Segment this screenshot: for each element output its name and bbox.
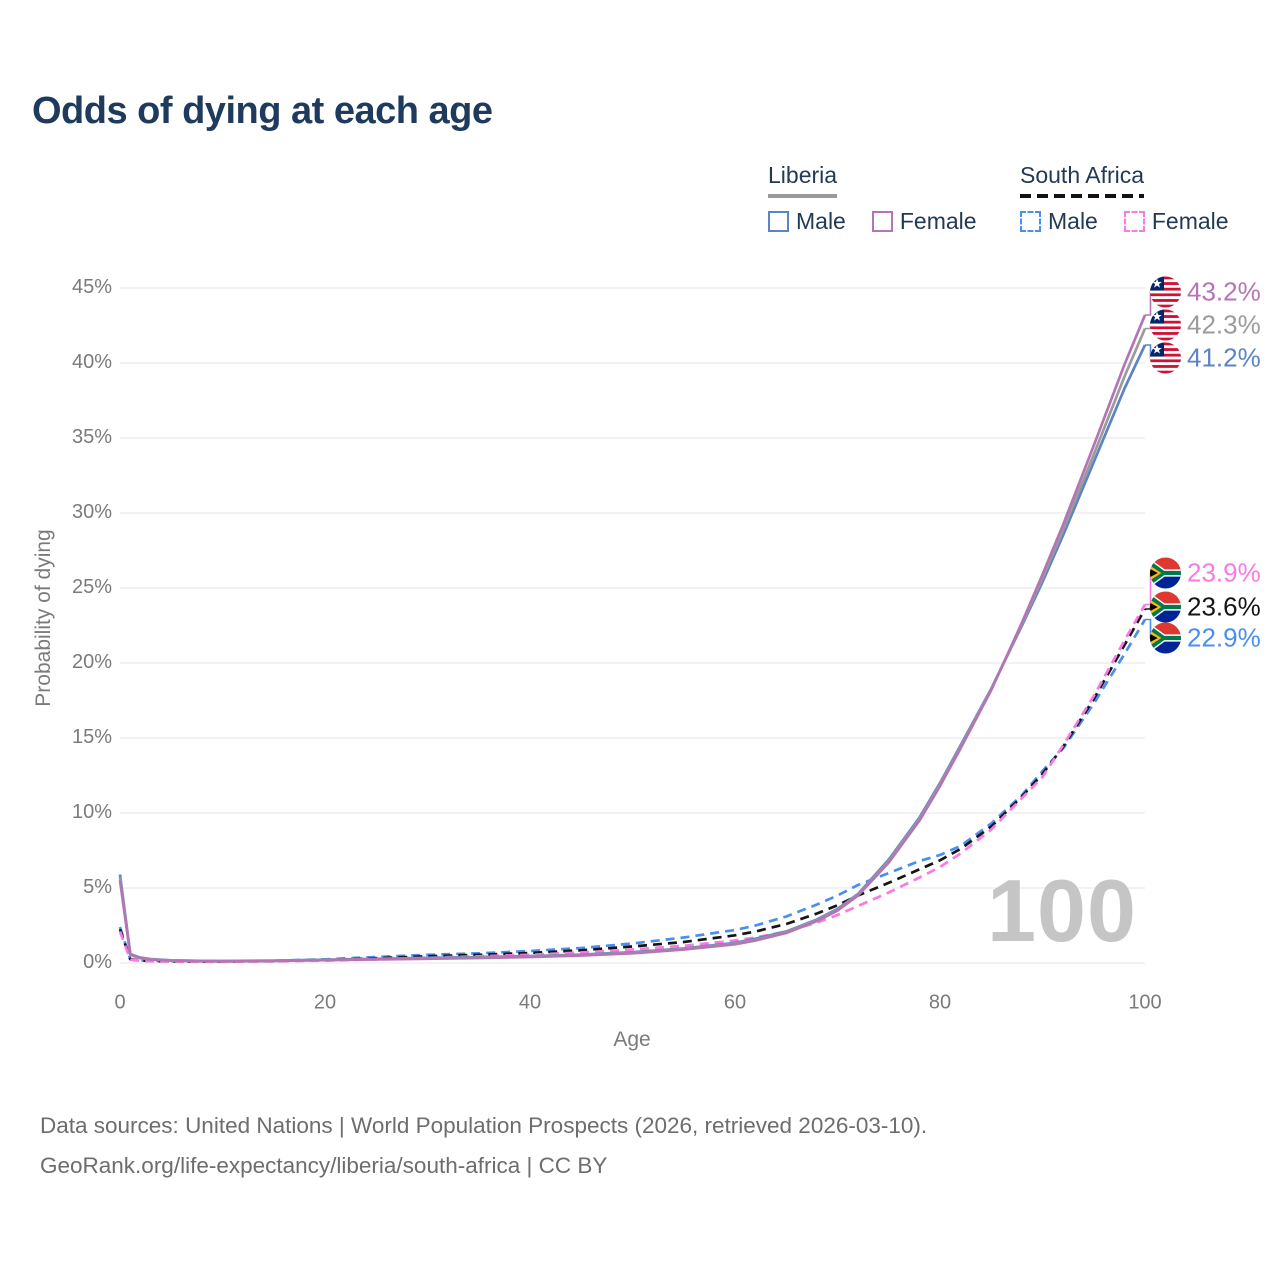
south-africa-dashed-line-swatch xyxy=(1020,194,1145,198)
x-tick-label: 100 xyxy=(1128,991,1162,1014)
x-tick-label: 40 xyxy=(518,991,542,1014)
legend-country-south-africa: South Africa xyxy=(1020,162,1145,198)
watermark-age-100: 100 xyxy=(987,861,1137,960)
y-tick-label: 25% xyxy=(71,576,112,599)
end-label-liberia-male: 41.2% xyxy=(1150,342,1261,374)
end-value: 42.3% xyxy=(1187,309,1261,340)
x-tick-label: 0 xyxy=(114,991,126,1014)
liberia-flag-icon xyxy=(1150,342,1181,374)
x-axis-title: Age xyxy=(613,1028,651,1051)
page-title: Odds of dying at each age xyxy=(32,90,493,132)
series-line-liberia-female xyxy=(118,314,1147,963)
legend-country-label: South Africa xyxy=(1020,162,1145,188)
y-tick-label: 10% xyxy=(71,801,112,824)
y-tick-label: 20% xyxy=(71,651,112,674)
legend-label: Female xyxy=(899,208,977,234)
liberia-male-swatch xyxy=(768,211,789,232)
y-tick-label: 0% xyxy=(83,951,112,974)
x-tick-label: 20 xyxy=(313,991,337,1014)
legend-country-liberia: Liberia xyxy=(768,162,838,198)
liberia-female-swatch xyxy=(871,211,893,232)
legend-country-label: Liberia xyxy=(768,162,838,188)
liberia-flag-icon xyxy=(1150,276,1181,308)
south-africa-flag-icon xyxy=(1150,557,1181,589)
liberia-flag-icon xyxy=(1150,309,1181,341)
legend-item-liberia-male[interactable]: Male xyxy=(768,208,846,235)
end-label-south-africa-female: 23.9% xyxy=(1150,557,1261,589)
x-tick-label: 60 xyxy=(723,991,747,1014)
footer-line-2: GeoRank.org/life-expectancy/liberia/sout… xyxy=(40,1153,608,1178)
end-value: 41.2% xyxy=(1187,342,1261,373)
legend-group-south-africa: South Africa Male Female xyxy=(1020,162,1229,235)
liberia-solid-line-swatch xyxy=(768,194,838,198)
y-tick-label: 45% xyxy=(71,276,112,299)
legend-label: Male xyxy=(796,208,846,234)
south-africa-female-swatch xyxy=(1123,211,1145,232)
end-value: 43.2% xyxy=(1187,276,1261,307)
south-africa-flag-icon xyxy=(1150,622,1181,654)
end-value: 23.9% xyxy=(1187,557,1261,588)
legend-label: Female xyxy=(1151,208,1229,234)
legend-item-liberia-female[interactable]: Female xyxy=(871,208,977,235)
south-africa-male-swatch xyxy=(1020,211,1041,232)
y-tick-label: 30% xyxy=(71,501,112,524)
data-sources-note: Data sources: United Nations | World Pop… xyxy=(40,1106,927,1186)
legend-item-south-africa-male[interactable]: Male xyxy=(1020,208,1098,235)
end-value: 22.9% xyxy=(1187,622,1261,653)
y-tick-label: 5% xyxy=(83,876,112,899)
y-tick-label: 35% xyxy=(71,426,112,449)
end-label-south-africa-male: 22.9% xyxy=(1150,622,1261,654)
y-axis-title: Probability of dying xyxy=(32,529,55,707)
legend-label: Male xyxy=(1048,208,1098,234)
x-tick-label: 80 xyxy=(928,991,952,1014)
footer-line-1: Data sources: United Nations | World Pop… xyxy=(40,1113,928,1138)
end-label-south-africa-all: 23.6% xyxy=(1150,591,1261,623)
y-tick-label: 40% xyxy=(71,351,112,374)
end-label-liberia-female: 43.2% xyxy=(1150,276,1261,308)
y-tick-label: 15% xyxy=(71,726,112,749)
south-africa-flag-icon xyxy=(1150,591,1181,623)
end-value: 23.6% xyxy=(1187,591,1261,622)
legend-group-liberia: Liberia Male Female xyxy=(768,162,977,235)
legend-item-south-africa-female[interactable]: Female xyxy=(1123,208,1229,235)
end-label-liberia-all: 42.3% xyxy=(1150,309,1261,341)
